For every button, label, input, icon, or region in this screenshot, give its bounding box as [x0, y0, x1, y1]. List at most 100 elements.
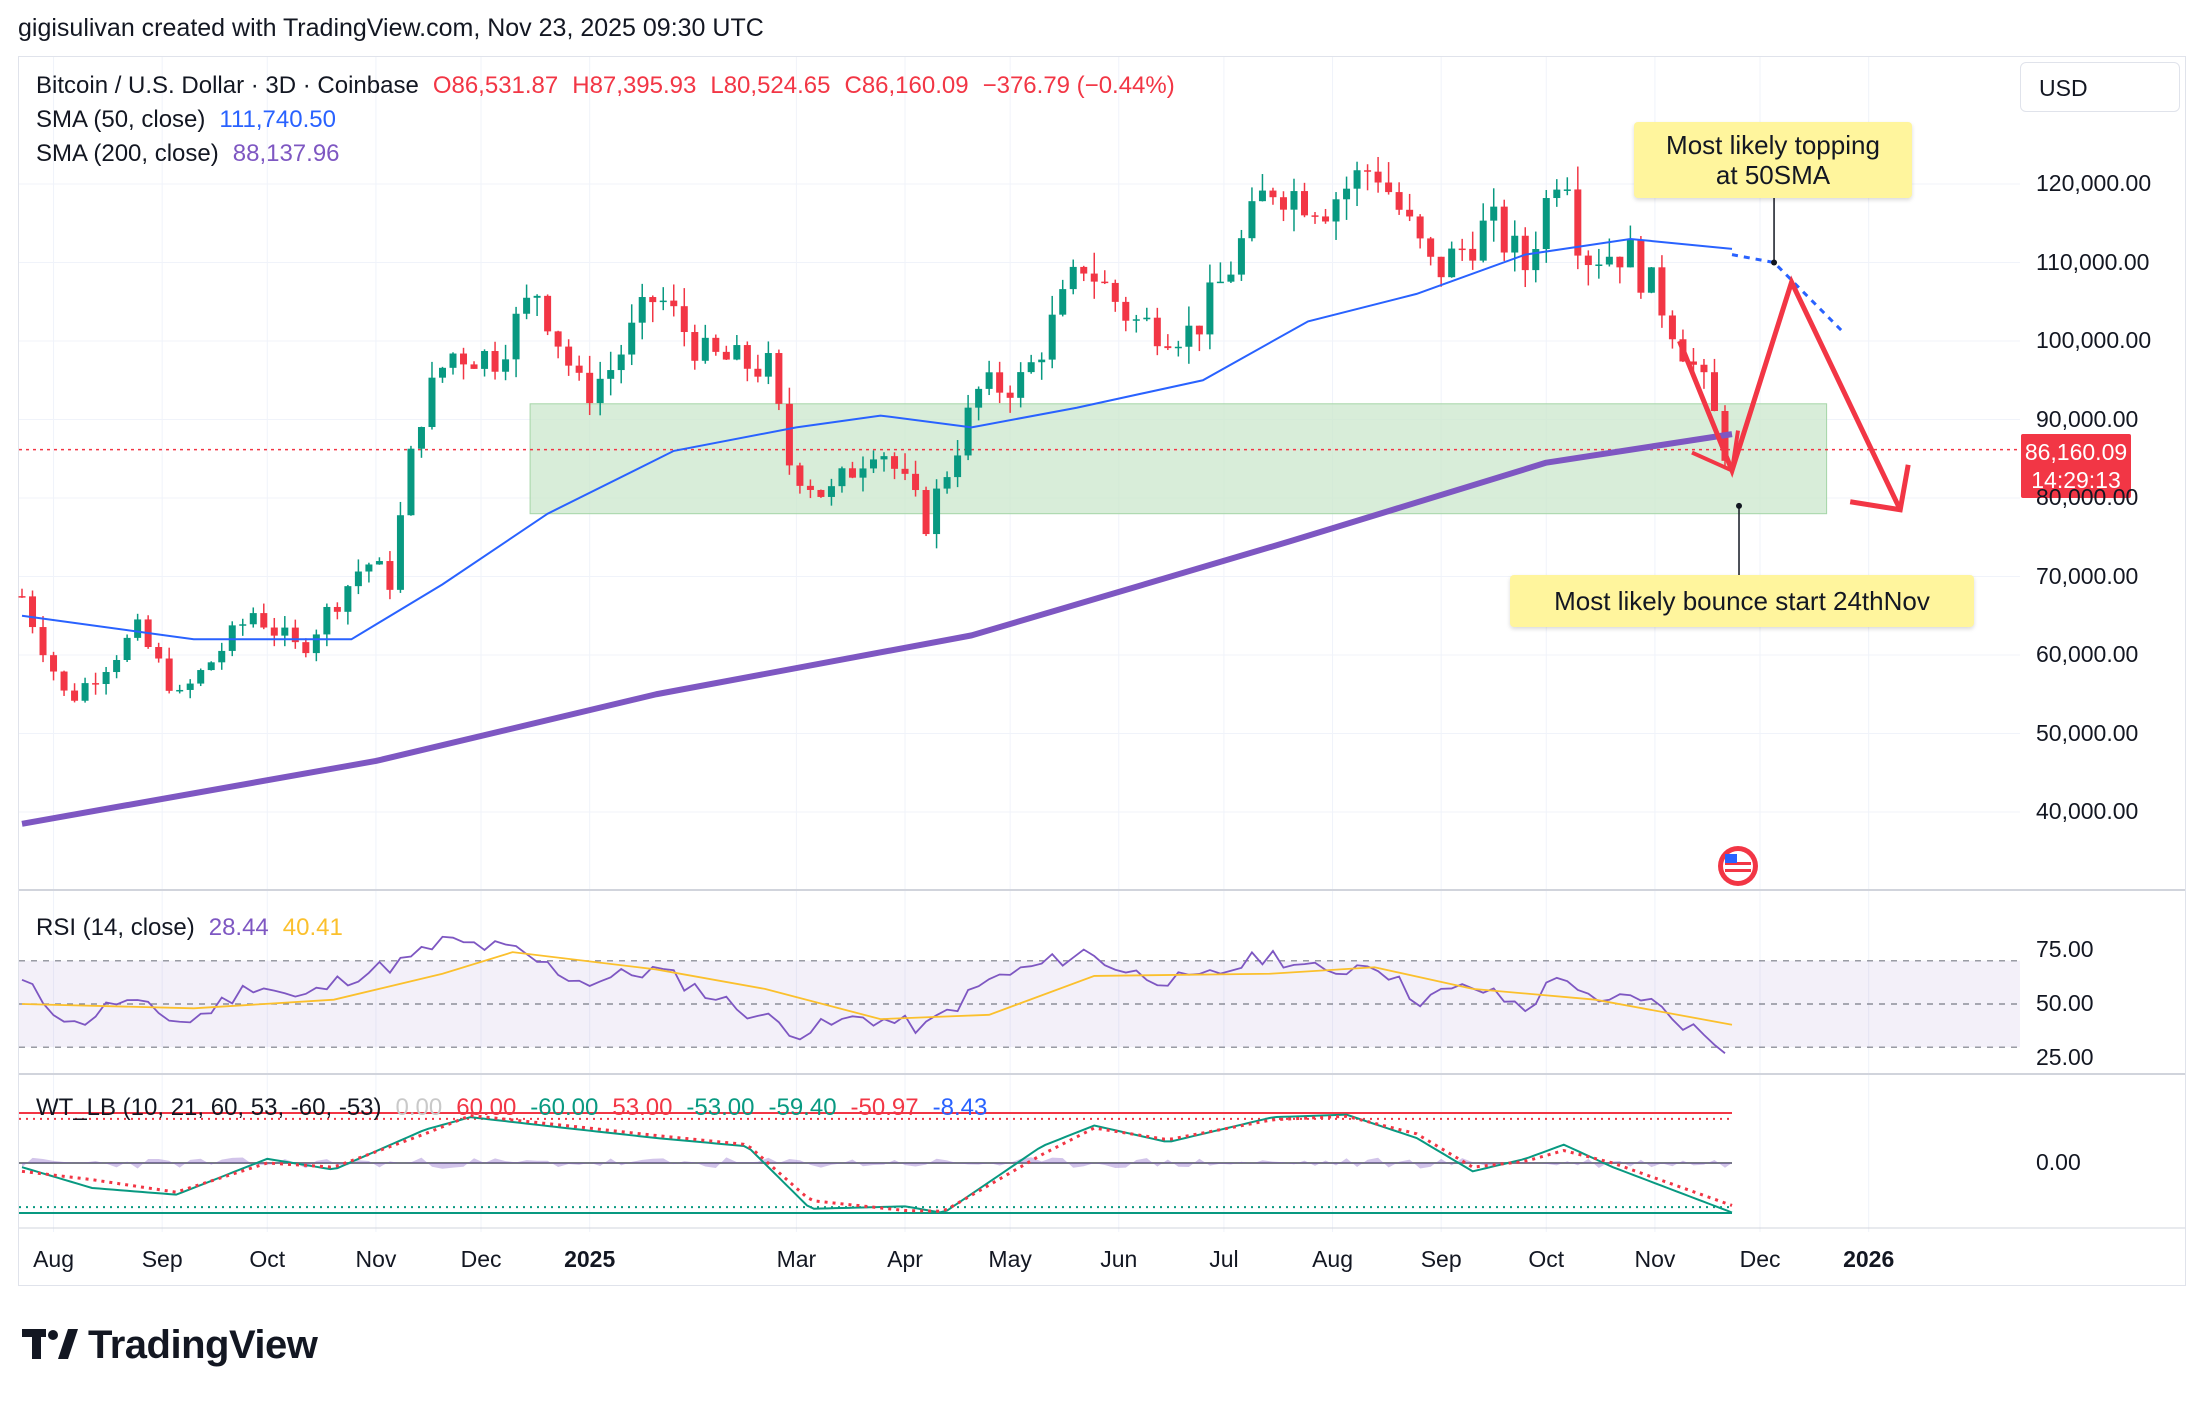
candle-body [344, 586, 352, 612]
candle-body [1227, 274, 1235, 282]
candle-body [228, 625, 236, 651]
candle-body [1458, 248, 1466, 251]
candle-body [291, 627, 299, 643]
candle-body [1637, 240, 1645, 293]
candle-body [1248, 201, 1256, 239]
candle-body [1279, 197, 1287, 210]
candle-body [312, 634, 320, 654]
wt-value-0: 0.00 [395, 1094, 443, 1121]
candle-body [933, 488, 941, 535]
sma50-value: 111,740.50 [219, 106, 336, 133]
rsi-signal-value: 40.41 [282, 914, 343, 941]
candle-body [1616, 256, 1624, 268]
sma200-legend[interactable]: SMA (200, close) 88,137.96 [36, 140, 354, 168]
sma50-label: SMA (50, close) [36, 106, 206, 133]
time-tick-label: Oct [1528, 1246, 1565, 1272]
price-tick-label: 40,000.00 [2036, 798, 2139, 824]
candle-body [806, 485, 814, 490]
candle-body [1164, 346, 1172, 349]
candle-body [1595, 264, 1603, 266]
candle-body [302, 642, 310, 654]
rsi-pane [19, 935, 2020, 1054]
candle-body [249, 613, 257, 625]
candle-body [123, 637, 131, 661]
candle-body [449, 353, 457, 368]
time-tick-label: 2025 [564, 1246, 616, 1272]
candle-body [323, 606, 331, 635]
brand-name: TradingView [88, 1322, 318, 1367]
candle-body [1553, 189, 1561, 199]
candle-body [1311, 215, 1319, 217]
candle-body [1668, 315, 1676, 340]
candle-body [1448, 248, 1456, 278]
projection-arrow-layer [1677, 275, 1911, 513]
candle-body [659, 300, 667, 303]
candle-body [817, 489, 825, 497]
tradingview-brand[interactable]: TradingView [22, 1320, 318, 1370]
candle-body [1500, 206, 1508, 253]
candle-body [1374, 171, 1382, 183]
candle-body [628, 322, 636, 355]
sma50-legend[interactable]: SMA (50, close) 111,740.50 [36, 106, 350, 134]
candle-body [1048, 314, 1056, 360]
candle-body [71, 690, 79, 701]
time-tick-label: Sep [141, 1246, 183, 1272]
candle-body [502, 359, 510, 372]
grid-lines [19, 57, 2185, 1232]
price-tick-label: 50,000.00 [2036, 719, 2139, 746]
currency-button[interactable]: USD [2020, 62, 2180, 112]
candle-body [691, 332, 699, 361]
candle-body [29, 596, 37, 628]
candle-body [239, 624, 247, 626]
candle-body [333, 606, 341, 612]
candle-body [396, 515, 404, 590]
wt1-line [21, 1113, 1733, 1214]
candle-body [407, 448, 415, 516]
topping-callout[interactable]: Most likely topping at 50SMA [1634, 122, 1912, 198]
candle-body [470, 364, 478, 369]
candle-body [386, 561, 394, 590]
candle-body [701, 337, 709, 361]
candle-body [428, 377, 436, 428]
candle-body [764, 353, 772, 377]
time-tick-label: Oct [249, 1246, 286, 1272]
candle-body [1700, 364, 1708, 373]
candle-body [375, 561, 383, 565]
rsi-value: 28.44 [208, 914, 269, 941]
candle-body [1080, 266, 1088, 274]
candle-body [1069, 266, 1077, 290]
candle-body [1153, 317, 1161, 347]
rsi-legend[interactable]: RSI (14, close) 28.44 40.41 [36, 914, 357, 942]
sma50-line [21, 237, 1733, 641]
bounce-callout[interactable]: Most likely bounce start 24thNov [1510, 575, 1974, 627]
candle-body [186, 683, 194, 690]
candle-body [438, 367, 446, 378]
candle-body [1353, 170, 1361, 189]
ohlc-high: H87,395.93 [572, 72, 697, 99]
candle-body [680, 306, 688, 333]
wt-value-6: -50.97 [850, 1094, 919, 1121]
price-tick-label: 110,000.00 [2036, 248, 2150, 275]
candle-body [1689, 361, 1697, 365]
candle-body [712, 337, 720, 352]
wt-label: WT_LB (10, 21, 60, 53, -60, -53) [36, 1094, 382, 1121]
candle-body [481, 351, 489, 369]
candle-body [1511, 235, 1519, 253]
candle-body [922, 490, 930, 535]
candle-body [1122, 301, 1130, 321]
rsi-tick-label: 75.00 [2036, 936, 2094, 962]
candle-body [607, 370, 615, 379]
symbol-name[interactable]: Bitcoin / U.S. Dollar · 3D · Coinbase [36, 72, 419, 99]
candle-body [743, 345, 751, 369]
candle-body [1658, 267, 1666, 316]
us-flag-icon [1718, 846, 1758, 886]
candle-body [1027, 362, 1035, 373]
candle-body [39, 627, 47, 656]
candle-body [722, 351, 730, 360]
time-tick-label: Aug [1312, 1246, 1353, 1272]
wt-legend[interactable]: WT_LB (10, 21, 60, 53, -60, -53) 0.00 60.0… [36, 1094, 1001, 1122]
candle-body [1206, 282, 1214, 335]
candle-body [880, 456, 888, 460]
candle-body [1563, 189, 1571, 191]
